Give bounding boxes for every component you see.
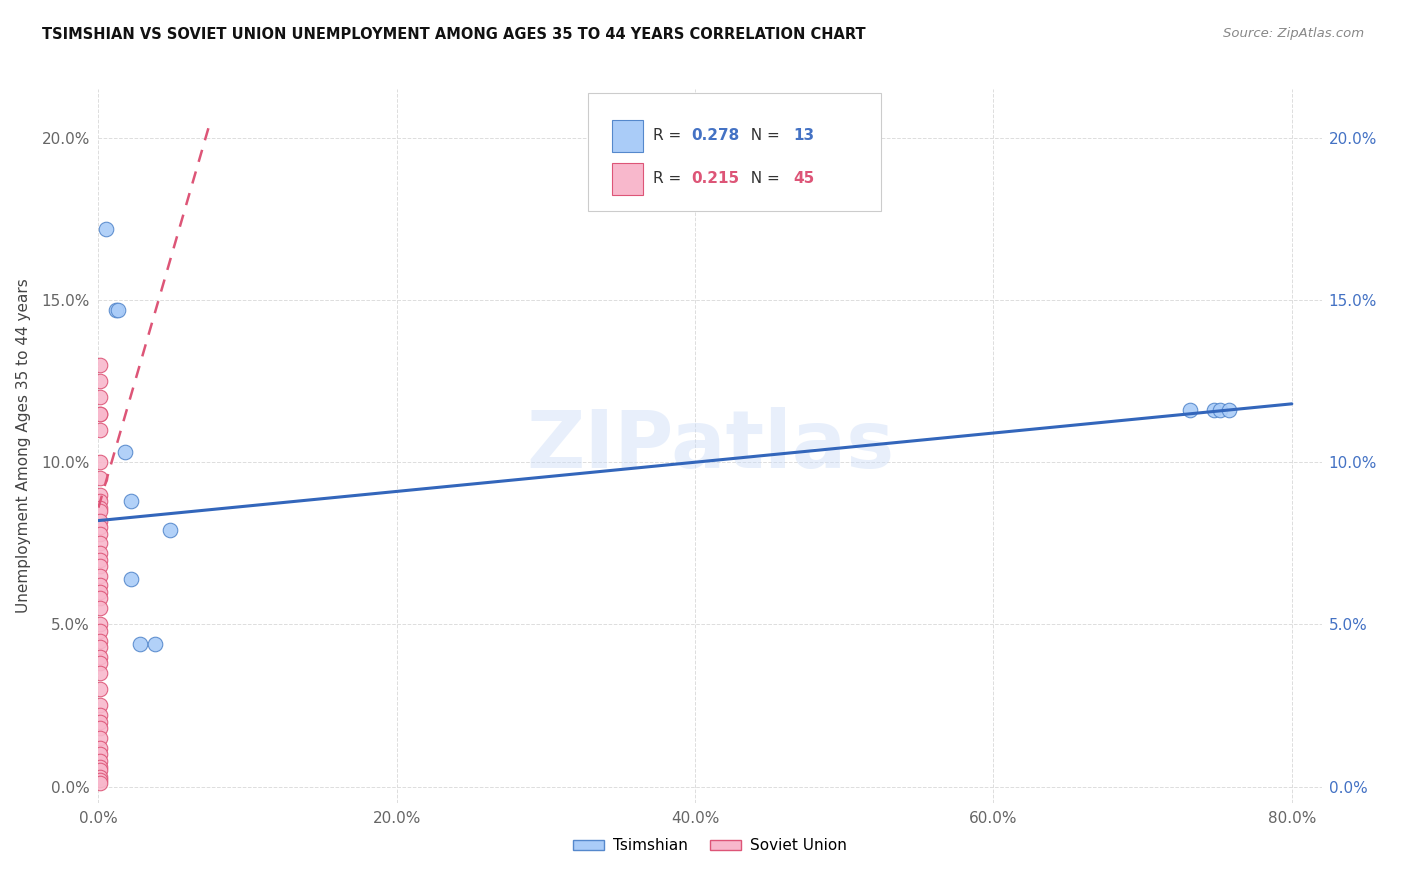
Point — [89, 514, 111, 528]
Point — [89, 649, 111, 664]
Point — [89, 721, 111, 735]
FancyBboxPatch shape — [588, 93, 882, 211]
Point — [89, 773, 111, 788]
Text: 0.278: 0.278 — [692, 128, 740, 143]
Point — [1180, 403, 1202, 417]
Point — [89, 708, 111, 723]
Point — [89, 760, 111, 774]
Point — [89, 666, 111, 681]
Point — [89, 494, 111, 508]
Point — [1209, 403, 1232, 417]
Point — [89, 390, 111, 404]
Point — [89, 500, 111, 515]
Point — [114, 445, 136, 459]
Point — [89, 374, 111, 388]
Point — [89, 601, 111, 615]
Legend: Tsimshian, Soviet Union: Tsimshian, Soviet Union — [567, 832, 853, 859]
Point — [89, 731, 111, 745]
Point — [89, 552, 111, 566]
Point — [120, 572, 142, 586]
Point — [89, 714, 111, 729]
Point — [89, 770, 111, 784]
FancyBboxPatch shape — [612, 162, 643, 194]
Text: TSIMSHIAN VS SOVIET UNION UNEMPLOYMENT AMONG AGES 35 TO 44 YEARS CORRELATION CHA: TSIMSHIAN VS SOVIET UNION UNEMPLOYMENT A… — [42, 27, 866, 42]
Point — [89, 546, 111, 560]
Point — [89, 740, 111, 755]
Point — [89, 504, 111, 518]
Point — [89, 407, 111, 421]
Y-axis label: Unemployment Among Ages 35 to 44 years: Unemployment Among Ages 35 to 44 years — [15, 278, 31, 614]
Point — [107, 302, 129, 317]
Point — [89, 536, 111, 550]
Point — [89, 698, 111, 713]
Point — [89, 657, 111, 671]
Point — [89, 488, 111, 502]
Text: N =: N = — [741, 128, 785, 143]
Text: 13: 13 — [793, 128, 814, 143]
Point — [105, 302, 128, 317]
FancyBboxPatch shape — [612, 120, 643, 152]
Point — [89, 423, 111, 437]
Point — [89, 617, 111, 632]
Text: 45: 45 — [793, 171, 814, 186]
Point — [89, 764, 111, 778]
Point — [89, 624, 111, 638]
Point — [89, 747, 111, 761]
Point — [89, 640, 111, 654]
Text: N =: N = — [741, 171, 785, 186]
Point — [1204, 403, 1226, 417]
Point — [89, 568, 111, 582]
Point — [89, 776, 111, 790]
Point — [159, 524, 181, 538]
Point — [89, 526, 111, 541]
Point — [89, 591, 111, 606]
Text: 0.215: 0.215 — [692, 171, 740, 186]
Point — [89, 471, 111, 485]
Text: R =: R = — [652, 128, 686, 143]
Text: Source: ZipAtlas.com: Source: ZipAtlas.com — [1223, 27, 1364, 40]
Point — [94, 221, 117, 235]
Text: R =: R = — [652, 171, 686, 186]
Point — [89, 633, 111, 648]
Point — [89, 455, 111, 469]
Text: ZIPatlas: ZIPatlas — [526, 407, 894, 485]
Point — [89, 559, 111, 574]
Point — [129, 637, 152, 651]
Point — [89, 578, 111, 592]
Point — [89, 585, 111, 599]
Point — [89, 682, 111, 697]
Point — [143, 637, 166, 651]
Point — [89, 754, 111, 768]
Point — [120, 494, 142, 508]
Point — [1218, 403, 1240, 417]
Point — [89, 407, 111, 421]
Point — [89, 358, 111, 372]
Point — [89, 520, 111, 534]
